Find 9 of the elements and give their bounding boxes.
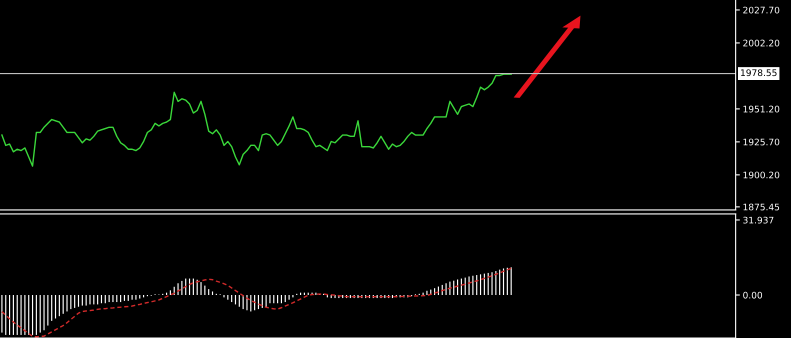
- ref-line-label: 1978.55: [741, 69, 777, 76]
- y-tick-label: 1925.70: [744, 138, 780, 146]
- y-tick-label: 31.937: [743, 216, 774, 224]
- y-tick-label: 2002.20: [743, 40, 780, 46]
- y-tick-label: 1900.20: [744, 172, 780, 178]
- y-tick-label: 1875.45: [744, 204, 780, 210]
- y-tick-label: 0.00: [743, 292, 762, 299]
- y-tick-label: 1951.20: [744, 106, 780, 112]
- y-tick-label: 2027.70: [743, 6, 780, 14]
